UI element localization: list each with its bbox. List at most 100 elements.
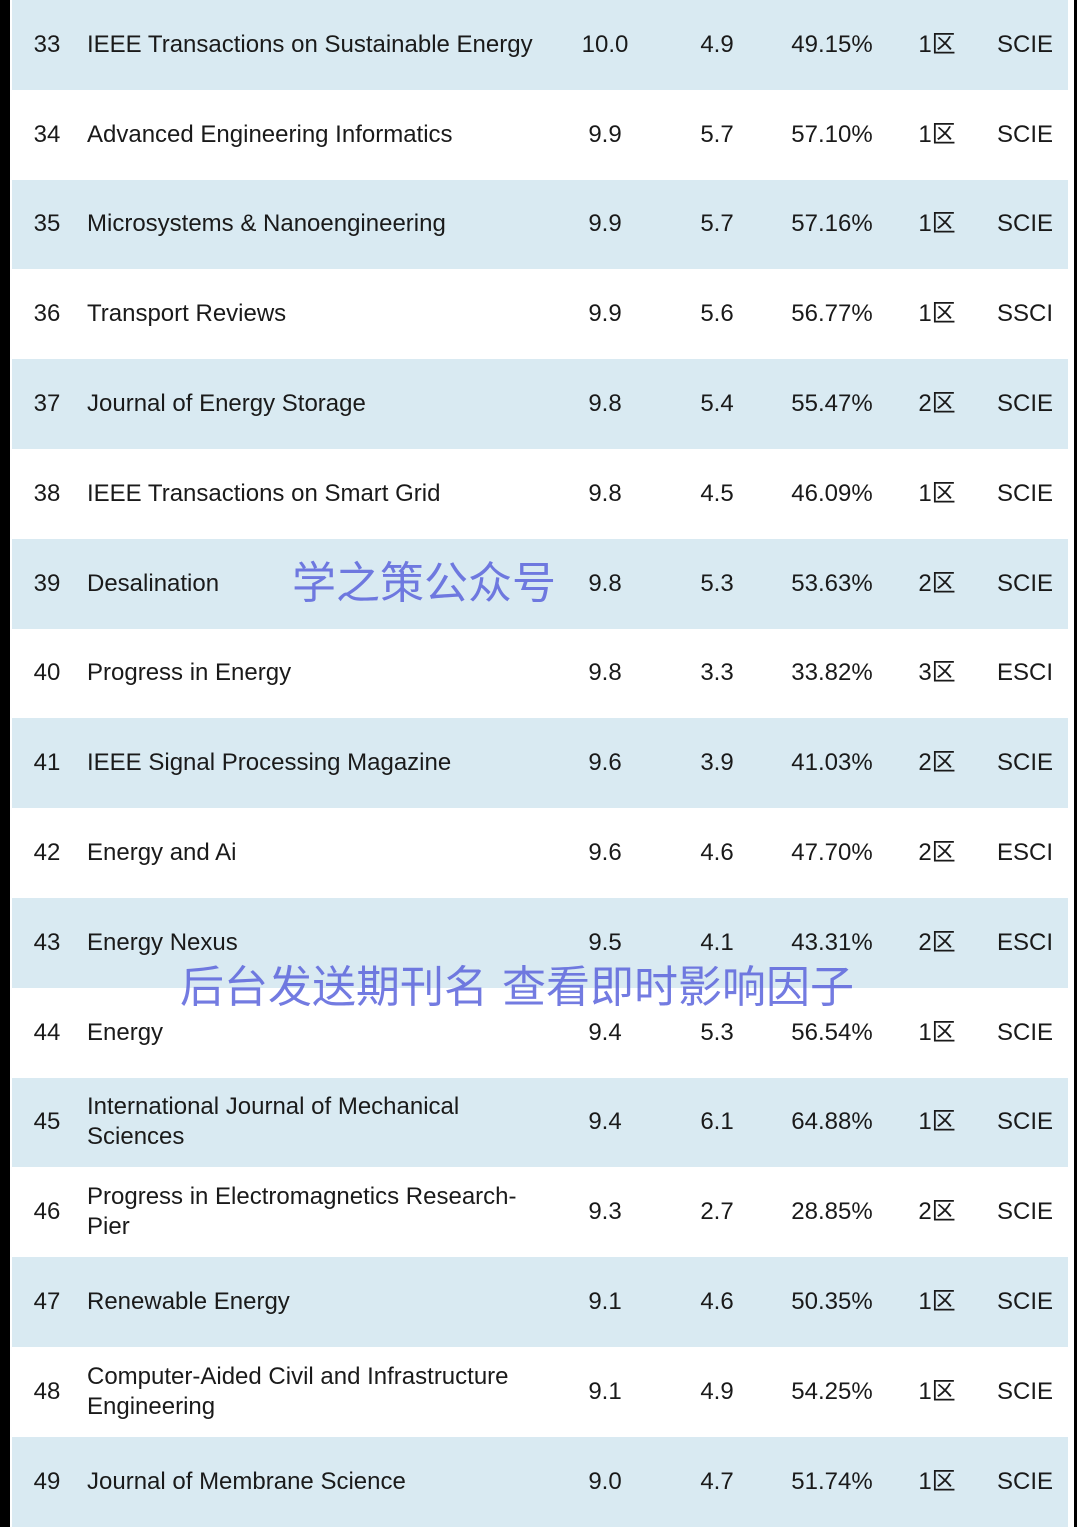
zone-cell: 1区	[918, 1288, 956, 1316]
zone-cell: 3区	[918, 659, 956, 687]
zone-cell: 2区	[918, 928, 956, 956]
metric-cell: 5.3	[700, 1018, 734, 1046]
rank-cell: 36	[33, 300, 61, 328]
rank-cell: 42	[33, 839, 61, 867]
journal-name-cell: Transport Reviews	[87, 300, 287, 328]
zone-cell: 1区	[918, 30, 956, 58]
journal-name-cell: Desalination	[87, 569, 220, 597]
impact-factor-cell: 9.8	[588, 569, 622, 597]
percentage-cell: 43.31%	[791, 928, 873, 956]
index-cell: SSCI	[996, 300, 1053, 328]
rank-cell: 40	[33, 659, 61, 687]
metric-cell: 3.9	[700, 749, 734, 777]
rank-cell: 37	[33, 390, 61, 418]
percentage-cell: 55.47%	[791, 390, 873, 418]
impact-factor-cell: 9.1	[588, 1377, 622, 1405]
watermark-account: 学之策公众号	[292, 558, 556, 609]
index-cell: SCIE	[996, 1108, 1053, 1136]
impact-factor-cell: 9.3	[588, 1198, 622, 1226]
rank-cell: 34	[33, 120, 61, 148]
percentage-cell: 41.03%	[791, 749, 873, 777]
index-cell: SCIE	[996, 30, 1053, 58]
zone-cell: 1区	[918, 300, 956, 328]
index-cell: SCIE	[996, 390, 1053, 418]
table-row: 34 Advanced Engineering Informatics 9.9 5.7…	[12, 90, 1068, 180]
metric-cell: 4.6	[700, 839, 734, 867]
impact-factor-cell: 10.0	[581, 30, 629, 58]
rank-cell: 45	[33, 1108, 61, 1136]
percentage-cell: 57.10%	[791, 120, 873, 148]
table-row: 46 Progress in Electromagnetics Research-…	[12, 1167, 1068, 1257]
impact-factor-cell: 9.8	[588, 479, 622, 507]
zone-cell: 1区	[918, 1467, 956, 1495]
impact-factor-cell: 9.0	[588, 1467, 622, 1495]
zone-cell: 2区	[918, 1198, 956, 1226]
metric-cell: 6.1	[700, 1108, 734, 1136]
metric-cell: 2.7	[700, 1198, 734, 1226]
rank-cell: 46	[33, 1198, 61, 1226]
zone-cell: 1区	[918, 120, 956, 148]
table-row: 44 Energy 9.4 5.3 56.54% 1区 SCIE	[12, 988, 1068, 1078]
zone-cell: 2区	[918, 390, 956, 418]
metric-cell: 4.9	[700, 30, 734, 58]
percentage-cell: 56.77%	[791, 300, 873, 328]
index-cell: SCIE	[996, 1377, 1053, 1405]
impact-factor-cell: 9.8	[588, 659, 622, 687]
percentage-cell: 50.35%	[791, 1288, 873, 1316]
index-cell: SCIE	[996, 120, 1053, 148]
journal-name-cell: International Journal of Mechanical Scie…	[87, 1093, 460, 1151]
zone-cell: 1区	[918, 210, 956, 238]
metric-cell: 5.4	[700, 390, 734, 418]
zone-cell: 2区	[918, 839, 956, 867]
journal-name-cell: IEEE Transactions on Smart Grid	[87, 479, 441, 507]
metric-cell: 4.6	[700, 1288, 734, 1316]
metric-cell: 5.7	[700, 210, 734, 238]
impact-factor-cell: 9.8	[588, 390, 622, 418]
impact-factor-cell: 9.1	[588, 1288, 622, 1316]
journal-name-cell: Journal of Membrane Science	[87, 1467, 406, 1495]
zone-cell: 2区	[918, 749, 956, 777]
rank-cell: 33	[33, 30, 61, 58]
index-cell: SCIE	[996, 749, 1053, 777]
rank-cell: 35	[33, 210, 61, 238]
impact-factor-cell: 9.4	[588, 1108, 622, 1136]
journal-name-cell: IEEE Signal Processing Magazine	[87, 749, 452, 777]
percentage-cell: 51.74%	[791, 1467, 873, 1495]
index-cell: SCIE	[996, 1288, 1053, 1316]
zone-cell: 1区	[918, 1108, 956, 1136]
table-row: 43 Energy Nexus 9.5 4.1 43.31% 2区 ESCI	[12, 897, 1068, 988]
table-row: 38 IEEE Transactions on Smart Grid 9.8 4.5 4…	[12, 449, 1068, 539]
rank-cell: 47	[33, 1288, 61, 1316]
index-cell: SCIE	[996, 1198, 1053, 1226]
journal-name-cell: Journal of Energy Storage	[87, 390, 366, 418]
journal-name-cell: Progress in Energy	[87, 659, 292, 687]
metric-cell: 3.3	[700, 659, 734, 687]
zone-cell: 1区	[918, 1377, 956, 1405]
rank-cell: 38	[33, 479, 61, 507]
journal-name-cell: Advanced Engineering Informatics	[87, 120, 453, 148]
percentage-cell: 49.15%	[791, 30, 873, 58]
journal-name-cell: Renewable Energy	[87, 1288, 290, 1316]
index-cell: SCIE	[996, 210, 1053, 238]
impact-factor-cell: 9.9	[588, 300, 622, 328]
metric-cell: 4.7	[700, 1467, 734, 1495]
metric-cell: 4.9	[700, 1377, 734, 1405]
rank-cell: 49	[33, 1467, 61, 1495]
impact-factor-cell: 9.4	[588, 1018, 622, 1046]
impact-factor-cell: 9.6	[588, 749, 622, 777]
impact-factor-cell: 9.9	[588, 210, 622, 238]
zone-cell: 2区	[918, 569, 956, 597]
percentage-cell: 53.63%	[791, 569, 873, 597]
impact-factor-cell: 9.9	[588, 120, 622, 148]
journal-name-cell: IEEE Transactions on Sustainable Energy	[87, 30, 533, 58]
table-row: 36 Transport Reviews 9.9 5.6 56.77% 1区 SSCI	[12, 269, 1068, 359]
journal-name-cell: Energy and Ai	[87, 839, 237, 867]
table-row: 42 Energy and Ai 9.6 4.6 47.70% 2区 ESCI	[12, 808, 1068, 898]
percentage-cell: 54.25%	[791, 1377, 873, 1405]
rank-cell: 43	[33, 928, 61, 956]
journal-name-cell: Microsystems & Nanoengineering	[87, 210, 446, 238]
left-border	[0, 0, 10, 1527]
table-row: 45 International Journal of Mechanical Sc…	[12, 1077, 1068, 1168]
table-row: 47 Renewable Energy 9.1 4.6 50.35% 1区 SCIE	[12, 1257, 1068, 1347]
rank-cell: 39	[33, 569, 61, 597]
